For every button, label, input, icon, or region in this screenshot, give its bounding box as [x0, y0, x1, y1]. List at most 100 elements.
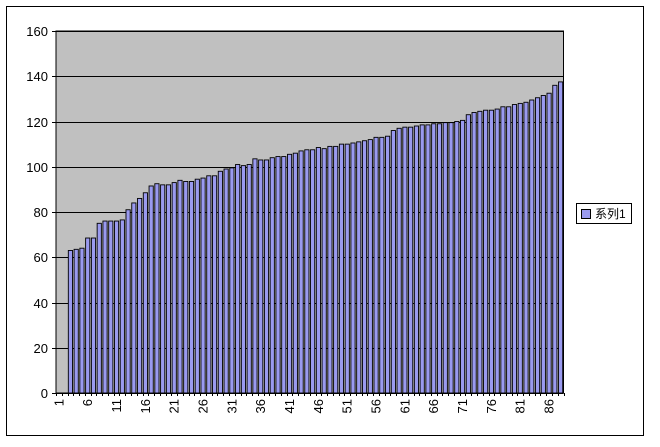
bar[interactable]: [402, 126, 408, 394]
bar[interactable]: [367, 139, 373, 394]
bar[interactable]: [506, 106, 512, 394]
bar[interactable]: [379, 136, 385, 394]
bar[interactable]: [183, 181, 189, 394]
bar[interactable]: [436, 123, 443, 394]
bar[interactable]: [494, 108, 500, 394]
bar[interactable]: [483, 109, 489, 394]
bar[interactable]: [281, 156, 287, 394]
bar[interactable]: [113, 220, 120, 394]
bar[interactable]: [171, 182, 177, 394]
bar[interactable]: [396, 127, 402, 394]
bar[interactable]: [333, 145, 339, 394]
bar[interactable]: [67, 250, 73, 394]
bar[interactable]: [356, 141, 362, 394]
x-axis-label: 51: [340, 399, 355, 413]
bar[interactable]: [125, 209, 131, 394]
bar[interactable]: [477, 110, 483, 394]
bar[interactable]: [246, 164, 252, 394]
x-axis-label: 56: [369, 399, 384, 413]
x-axis-label: 66: [426, 399, 441, 413]
bar[interactable]: [240, 165, 246, 394]
bar[interactable]: [373, 136, 379, 394]
bar[interactable]: [425, 124, 431, 394]
bar[interactable]: [321, 148, 327, 394]
bar[interactable]: [200, 177, 206, 394]
bar[interactable]: [79, 247, 85, 394]
bar[interactable]: [275, 156, 281, 394]
bar[interactable]: [500, 106, 506, 394]
bar[interactable]: [408, 126, 414, 394]
bar[interactable]: [558, 81, 564, 394]
y-axis-label: 120: [26, 115, 48, 130]
bar[interactable]: [229, 167, 235, 394]
x-axis-label: 41: [282, 399, 297, 413]
bar[interactable]: [471, 111, 477, 394]
bar[interactable]: [148, 185, 154, 394]
bar[interactable]: [419, 124, 425, 394]
y-axis-label: 40: [34, 296, 48, 311]
x-axis-label: 16: [138, 399, 153, 413]
bar[interactable]: [160, 184, 166, 394]
bar[interactable]: [413, 125, 419, 394]
bar[interactable]: [465, 114, 471, 394]
x-axis-label: 1: [51, 399, 66, 406]
bar[interactable]: [523, 101, 529, 394]
bar[interactable]: [263, 159, 270, 394]
bar[interactable]: [137, 197, 143, 394]
bar[interactable]: [73, 248, 79, 394]
bar[interactable]: [344, 143, 350, 394]
bar[interactable]: [529, 99, 535, 394]
bar[interactable]: [292, 152, 298, 394]
x-axis-label: 61: [397, 399, 412, 413]
bar[interactable]: [258, 159, 264, 394]
bar[interactable]: [390, 130, 396, 394]
bar[interactable]: [454, 121, 460, 394]
bar[interactable]: [90, 237, 97, 394]
bar[interactable]: [431, 123, 437, 394]
legend[interactable]: 系列1: [576, 203, 632, 224]
bar[interactable]: [488, 109, 494, 394]
legend-series-label: 系列1: [595, 207, 626, 221]
bar[interactable]: [552, 84, 558, 394]
bar[interactable]: [119, 219, 125, 394]
bar[interactable]: [361, 140, 368, 394]
bar[interactable]: [102, 220, 108, 394]
bar[interactable]: [385, 135, 391, 394]
bar[interactable]: [269, 157, 275, 394]
bar[interactable]: [165, 184, 172, 394]
bar[interactable]: [442, 122, 448, 394]
bar[interactable]: [511, 104, 518, 394]
bar[interactable]: [131, 202, 137, 394]
bar[interactable]: [154, 183, 160, 394]
bar[interactable]: [252, 158, 258, 394]
bar[interactable]: [206, 175, 212, 394]
x-axis-label: 6: [80, 399, 95, 406]
bar[interactable]: [177, 179, 183, 394]
bar[interactable]: [535, 97, 541, 394]
x-axis-label: 36: [253, 399, 268, 413]
bar[interactable]: [448, 122, 454, 394]
bar[interactable]: [188, 181, 195, 394]
bar[interactable]: [546, 92, 552, 394]
bar[interactable]: [142, 192, 148, 394]
bar[interactable]: [310, 149, 316, 394]
bar[interactable]: [304, 149, 310, 394]
bar[interactable]: [108, 220, 114, 394]
bar[interactable]: [298, 150, 304, 394]
bar[interactable]: [315, 147, 321, 394]
bar[interactable]: [85, 237, 91, 394]
bar[interactable]: [327, 145, 333, 394]
bar[interactable]: [212, 175, 218, 394]
bar[interactable]: [194, 178, 200, 394]
bar[interactable]: [96, 222, 102, 394]
bar[interactable]: [217, 170, 223, 394]
bar[interactable]: [287, 153, 293, 394]
bar[interactable]: [223, 168, 229, 394]
bar[interactable]: [338, 143, 345, 394]
bar[interactable]: [350, 142, 356, 394]
bar[interactable]: [517, 102, 523, 394]
bar[interactable]: [460, 119, 466, 394]
bar[interactable]: [235, 164, 241, 394]
bar[interactable]: [540, 95, 546, 394]
